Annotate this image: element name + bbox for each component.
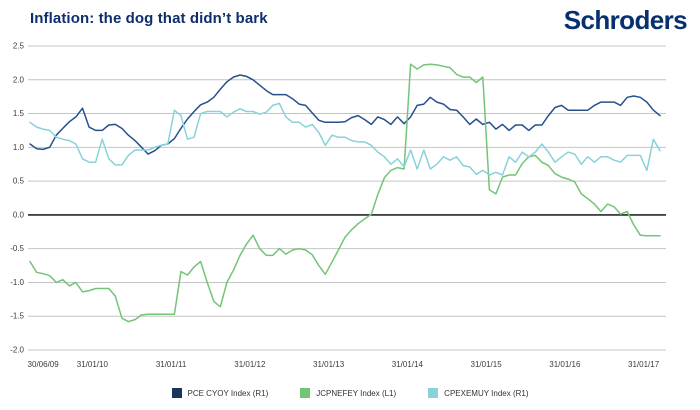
x-tick-label: 31/01/11 [156,360,187,369]
y-tick-label: -1.0 [10,278,24,287]
y-tick-label: 2.0 [13,75,25,84]
x-tick-label: 31/01/14 [392,360,424,369]
x-tick-label: 31/01/10 [77,360,109,369]
legend-label: JCPNEFEY Index (L1) [316,388,397,398]
legend-item-0: PCE CYOY Index (R1) [171,388,269,398]
legend-swatch [300,388,311,398]
series-line-cpexemuy [29,102,661,176]
x-tick-label: 31/01/12 [234,360,266,369]
y-tick-label: -2.0 [10,346,24,355]
x-tick-label: 30/06/09 [28,360,60,369]
y-tick-label: 1.0 [13,143,25,152]
legend-swatch [428,388,439,398]
legend-label: PCE CYOY Index (R1) [187,388,269,398]
legend-swatch [171,388,182,398]
y-tick-label: 2.5 [13,42,25,51]
chart-legend: PCE CYOY Index (R1) JCPNEFEY Index (L1) CP… [0,388,700,398]
y-tick-label: -1.5 [10,312,24,321]
y-tick-label: 0.5 [13,177,25,186]
page-title: Inflation: the dog that didn’t bark [30,10,268,27]
y-tick-label: 1.5 [13,109,25,118]
x-tick-label: 31/01/13 [313,360,345,369]
legend-item-2: CPEXEMUY Index (R1) [428,388,529,398]
legend-item-1: JCPNEFEY Index (L1) [300,388,396,398]
series-line-jcpnefey [29,63,661,323]
x-tick-label: 31/01/15 [471,360,503,369]
y-tick-label: -0.5 [10,244,24,253]
series-line-pce [29,74,661,155]
schroders-logo: Schroders [563,5,688,35]
x-tick-label: 31/01/17 [628,360,660,369]
x-tick-label: 31/01/16 [549,360,581,369]
y-tick-label: 0.0 [13,210,25,219]
legend-label: CPEXEMUY Index (R1) [444,388,529,398]
